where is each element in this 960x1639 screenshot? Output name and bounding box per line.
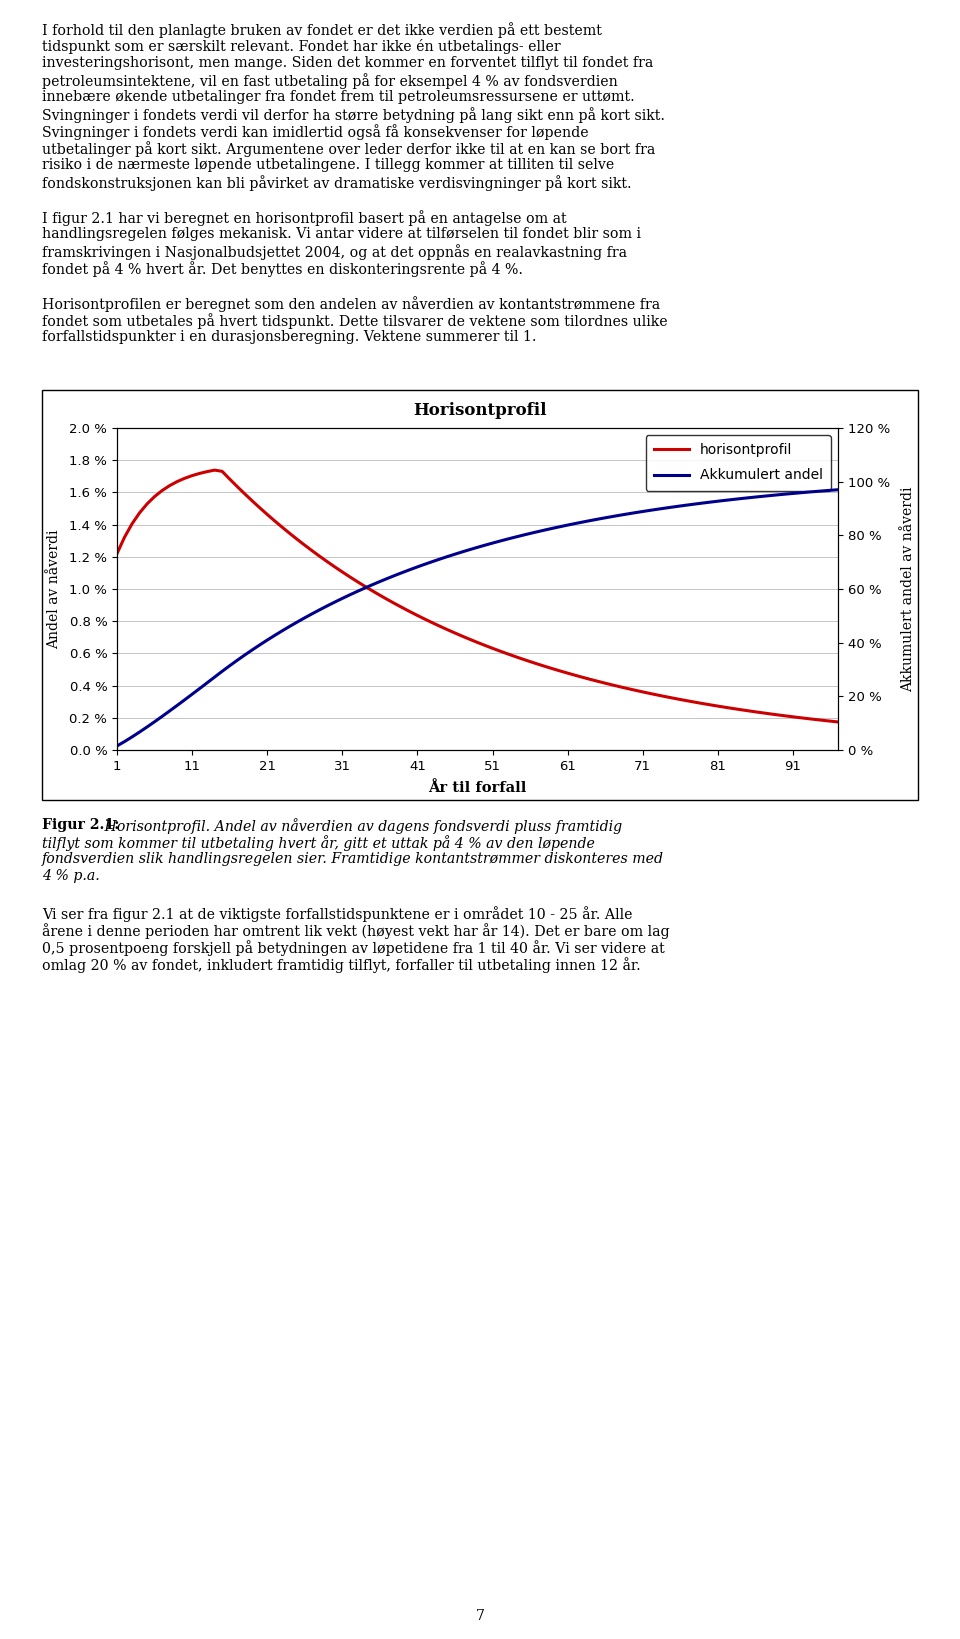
horisontprofil — [111, 544, 123, 564]
Text: Horisontprofil: Horisontprofil — [413, 402, 547, 420]
Text: 4 % p.a.: 4 % p.a. — [42, 869, 100, 883]
Y-axis label: Andel av nåverdi: Andel av nåverdi — [47, 529, 60, 649]
Text: petroleumsintektene, vil en fast utbetaling på for eksempel 4 % av fondsverdien: petroleumsintektene, vil en fast utbetal… — [42, 74, 617, 89]
Text: I figur 2.1 har vi beregnet en horisontprofil basert på en antagelse om at: I figur 2.1 har vi beregnet en horisontp… — [42, 210, 566, 226]
Text: Svingninger i fondets verdi kan imidlertid også få konsekvenser for løpende: Svingninger i fondets verdi kan imidlert… — [42, 125, 588, 139]
Text: 7: 7 — [475, 1609, 485, 1623]
Text: fondsverdien slik handlingsregelen sier. Framtidige kontantstrømmer diskonteres : fondsverdien slik handlingsregelen sier.… — [42, 852, 664, 865]
Text: forfallstidspunkter i en durasjonsberegning. Vektene summerer til 1.: forfallstidspunkter i en durasjonsberegn… — [42, 329, 537, 344]
Text: tilflyt som kommer til utbetaling hvert år, gitt et uttak på 4 % av den løpende: tilflyt som kommer til utbetaling hvert … — [42, 834, 595, 851]
Akkumulert andel — [299, 608, 310, 628]
Text: handlingsregelen følges mekanisk. Vi antar videre at tilførselen til fondet blir: handlingsregelen følges mekanisk. Vi ant… — [42, 226, 641, 241]
horisontprofil — [306, 541, 318, 561]
horisontprofil — [133, 503, 145, 523]
horisontprofil — [832, 711, 844, 731]
Line: Akkumulert andel: Akkumulert andel — [117, 490, 838, 746]
Text: innebære økende utbetalinger fra fondet frem til petroleumsressursene er uttømt.: innebære økende utbetalinger fra fondet … — [42, 90, 635, 103]
Line: horisontprofil: horisontprofil — [117, 470, 838, 721]
Text: fondet på 4 % hvert år. Det benyttes en diskonteringsrente på 4 %.: fondet på 4 % hvert år. Det benyttes en … — [42, 261, 523, 277]
Text: fondet som utbetales på hvert tidspunkt. Dette tilsvarer de vektene som tilordne: fondet som utbetales på hvert tidspunkt.… — [42, 313, 667, 329]
Akkumulert andel — [164, 701, 176, 721]
horisontprofil — [209, 461, 221, 480]
X-axis label: År til forfall: År til forfall — [428, 782, 527, 795]
Text: årene i denne perioden har omtrent lik vekt (høyest vekt har år 14). Det er bare: årene i denne perioden har omtrent lik v… — [42, 923, 670, 939]
Text: Figur 2.1:: Figur 2.1: — [42, 818, 119, 833]
horisontprofil — [532, 654, 543, 674]
Text: Svingninger i fondets verdi vil derfor ha større betydning på lang sikt enn på k: Svingninger i fondets verdi vil derfor h… — [42, 107, 665, 123]
Akkumulert andel — [111, 736, 123, 756]
Akkumulert andel — [133, 723, 145, 742]
horisontprofil — [479, 636, 491, 656]
Text: tidspunkt som er særskilt relevant. Fondet har ikke én utbetalings- eller: tidspunkt som er særskilt relevant. Fond… — [42, 39, 561, 54]
Akkumulert andel — [667, 497, 679, 516]
Y-axis label: Akkumulert andel av nåverdi: Akkumulert andel av nåverdi — [901, 487, 915, 692]
Text: risiko i de nærmeste løpende utbetalingene. I tillegg kommer at tilliten til sel: risiko i de nærmeste løpende utbetalinge… — [42, 157, 614, 172]
Legend: horisontprofil, Akkumulert andel: horisontprofil, Akkumulert andel — [645, 434, 831, 490]
Text: omlag 20 % av fondet, inkludert framtidig tilflyt, forfaller til utbetaling inne: omlag 20 % av fondet, inkludert framtidi… — [42, 957, 640, 974]
Text: Horisontprofil. Andel av nåverdien av dagens fondsverdi pluss framtidig: Horisontprofil. Andel av nåverdien av da… — [100, 818, 622, 834]
Text: framskrivingen i Nasjonalbudsjettet 2004, og at det oppnås en realavkastning fra: framskrivingen i Nasjonalbudsjettet 2004… — [42, 244, 627, 261]
Text: fondskonstruksjonen kan bli påvirket av dramatiske verdisvingninger på kort sikt: fondskonstruksjonen kan bli påvirket av … — [42, 175, 632, 190]
Akkumulert andel — [832, 480, 844, 500]
horisontprofil — [675, 690, 686, 710]
Akkumulert andel — [524, 523, 536, 543]
Text: Horisontprofilen er beregnet som den andelen av nåverdien av kontantstrømmene fr: Horisontprofilen er beregnet som den and… — [42, 297, 660, 311]
Text: 0,5 prosentpoeng forskjell på betydningen av løpetidene fra 1 til 40 år. Vi ser : 0,5 prosentpoeng forskjell på betydninge… — [42, 941, 664, 956]
Text: I forhold til den planlagte bruken av fondet er det ikke verdien på ett bestemt: I forhold til den planlagte bruken av fo… — [42, 21, 602, 38]
horisontprofil — [164, 475, 176, 495]
Text: utbetalinger på kort sikt. Argumentene over leder derfor ikke til at en kan se b: utbetalinger på kort sikt. Argumentene o… — [42, 141, 656, 157]
Text: Vi ser fra figur 2.1 at de viktigste forfallstidspunktene er i området 10 - 25 å: Vi ser fra figur 2.1 at de viktigste for… — [42, 906, 633, 921]
Akkumulert andel — [471, 538, 483, 557]
Text: investeringshorisont, men mange. Siden det kommer en forventet tilflyt til fonde: investeringshorisont, men mange. Siden d… — [42, 56, 653, 70]
